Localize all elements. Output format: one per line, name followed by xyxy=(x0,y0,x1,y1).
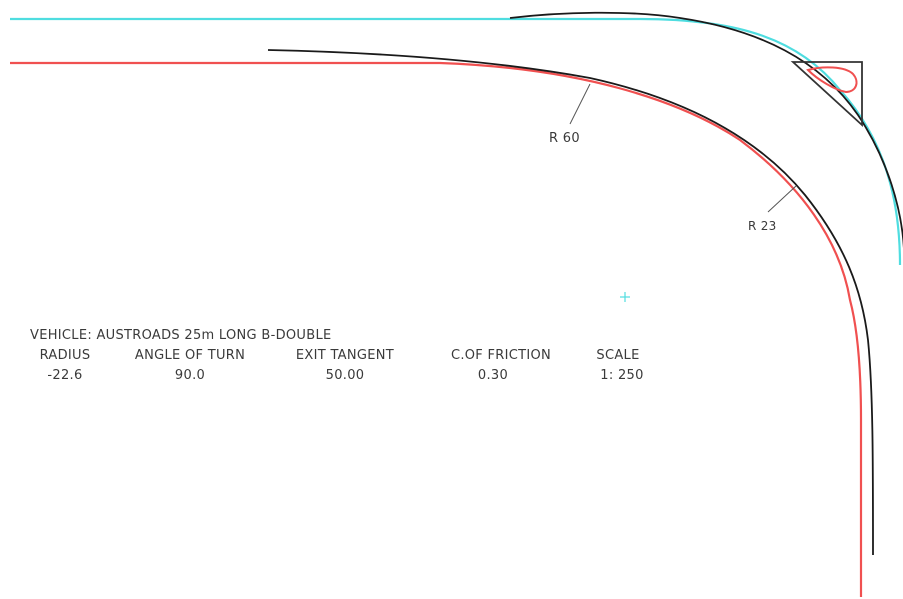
value-angle-of-turn: 90.0 xyxy=(174,368,206,383)
inner-kerb-line xyxy=(267,49,874,556)
value-c-of-friction: 0.30 xyxy=(477,368,509,383)
island-nose xyxy=(806,66,858,94)
leader-line-r23 xyxy=(767,185,797,213)
value-exit-tangent: 50.00 xyxy=(325,368,365,383)
inner-swept-path xyxy=(10,61,863,597)
value-radius: -22.6 xyxy=(47,368,83,383)
header-scale: SCALE xyxy=(596,348,640,363)
leader-line-r60 xyxy=(569,83,591,125)
crosshair-marker-icon xyxy=(620,292,630,302)
header-radius: RADIUS xyxy=(39,348,91,363)
radius-label-inner: R 23 xyxy=(748,219,777,233)
vehicle-line: VEHICLE: AUSTROADS 25m LONG B-DOUBLE xyxy=(30,328,332,343)
triangle-island-icon xyxy=(790,61,863,128)
outer-kerb-line xyxy=(509,11,903,249)
header-angle-of-turn: ANGLE OF TURN xyxy=(134,348,246,363)
header-c-of-friction: C.OF FRICTION xyxy=(450,348,552,363)
radius-label-outer: R 60 xyxy=(549,131,580,146)
value-scale: 1: 250 xyxy=(600,368,644,383)
header-exit-tangent: EXIT TANGENT xyxy=(295,348,395,363)
